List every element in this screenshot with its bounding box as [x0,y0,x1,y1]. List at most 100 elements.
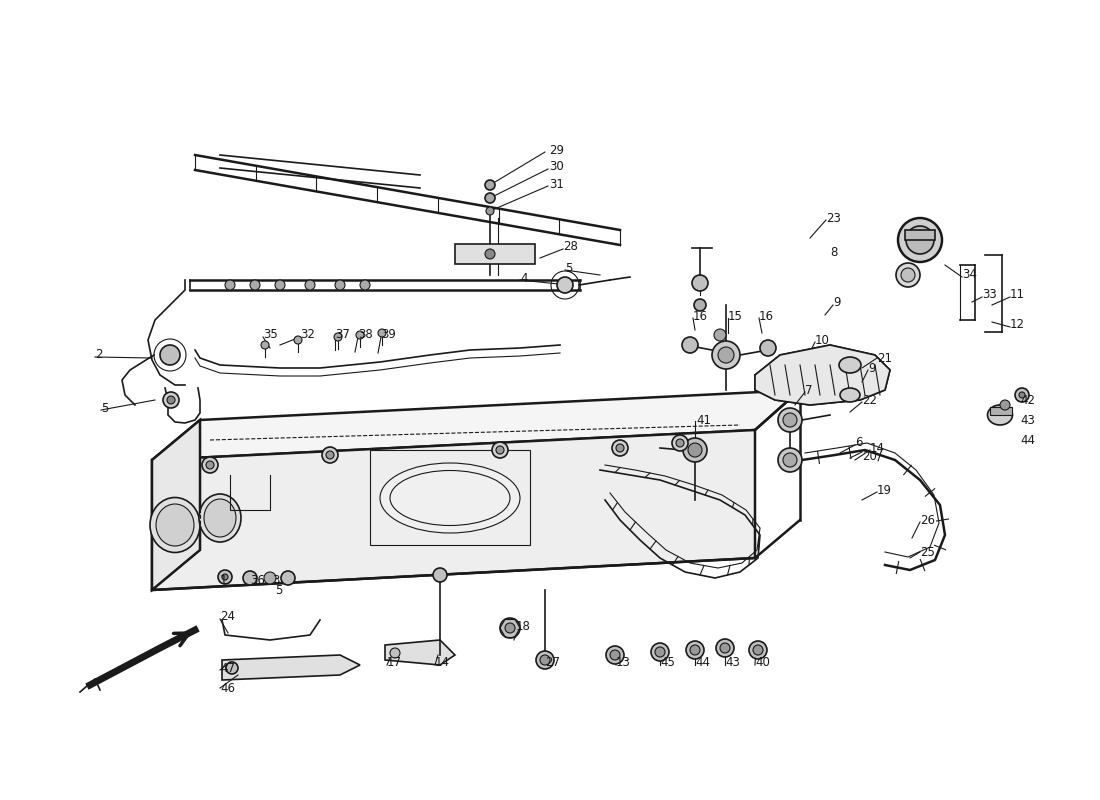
Ellipse shape [150,498,200,553]
Text: 6: 6 [855,437,862,450]
Circle shape [226,280,235,290]
Circle shape [485,249,495,259]
Bar [370,450,530,545]
Circle shape [326,451,334,459]
Circle shape [651,643,669,661]
Polygon shape [755,345,890,405]
Text: 18: 18 [516,621,531,634]
Text: 20: 20 [862,450,877,463]
Text: 1: 1 [220,574,228,586]
Circle shape [692,275,708,291]
Circle shape [672,435,688,451]
Text: 5: 5 [565,262,572,274]
Circle shape [485,180,495,190]
Text: 25: 25 [920,546,935,558]
Text: 5: 5 [275,583,283,597]
Circle shape [778,448,802,472]
Text: 31: 31 [549,178,564,190]
Text: 9: 9 [833,297,840,310]
Text: 3: 3 [272,574,279,586]
Circle shape [610,650,620,660]
Text: 24: 24 [220,610,235,623]
Text: 45: 45 [660,657,675,670]
Circle shape [505,623,515,633]
Text: 30: 30 [549,161,563,174]
Circle shape [536,651,554,669]
Circle shape [720,643,730,653]
Circle shape [336,280,345,290]
Circle shape [760,340,775,356]
Text: 36: 36 [250,574,265,586]
Ellipse shape [840,388,860,402]
Circle shape [898,218,942,262]
Circle shape [1000,400,1010,410]
Text: 26: 26 [920,514,935,526]
Polygon shape [385,640,455,665]
Ellipse shape [199,494,241,542]
Circle shape [676,439,684,447]
Circle shape [654,647,666,657]
Circle shape [500,618,520,638]
Circle shape [322,447,338,463]
Ellipse shape [839,357,861,373]
Text: 15: 15 [728,310,743,322]
Circle shape [264,572,276,584]
Circle shape [612,440,628,456]
Polygon shape [152,420,200,590]
Circle shape [492,442,508,458]
Text: 42: 42 [1020,394,1035,406]
Circle shape [294,336,302,344]
Circle shape [1019,392,1025,398]
Text: 40: 40 [755,657,770,670]
Text: 16: 16 [759,310,774,322]
Circle shape [250,280,260,290]
Circle shape [378,329,386,337]
Circle shape [778,408,802,432]
Circle shape [496,446,504,454]
Circle shape [202,457,218,473]
Circle shape [222,574,228,580]
Bar [990,407,1012,415]
Text: 43: 43 [1020,414,1035,426]
Circle shape [243,571,257,585]
Text: 7: 7 [805,383,813,397]
Text: 13: 13 [616,657,631,670]
Circle shape [557,277,573,293]
Circle shape [606,646,624,664]
Circle shape [160,345,180,365]
Text: 22: 22 [862,394,877,406]
Text: 21: 21 [877,351,892,365]
Polygon shape [152,390,800,460]
Circle shape [694,299,706,311]
Ellipse shape [379,463,520,533]
Circle shape [749,641,767,659]
Circle shape [1015,388,1028,402]
Text: 44: 44 [695,657,710,670]
Circle shape [280,571,295,585]
Text: 47: 47 [220,662,235,674]
Text: 32: 32 [300,329,315,342]
Circle shape [906,226,934,254]
Text: 8: 8 [830,246,837,259]
Text: 12: 12 [1010,318,1025,331]
Text: 11: 11 [1010,289,1025,302]
Circle shape [712,341,740,369]
Circle shape [716,639,734,657]
Text: 39: 39 [381,329,396,342]
Text: 27: 27 [544,657,560,670]
Text: 29: 29 [549,143,564,157]
Ellipse shape [156,504,194,546]
Text: 5: 5 [101,402,109,414]
Text: 35: 35 [263,329,277,342]
Text: 10: 10 [815,334,829,346]
Circle shape [433,568,447,582]
Circle shape [616,444,624,452]
Circle shape [682,337,698,353]
Circle shape [718,347,734,363]
Circle shape [896,263,920,287]
Circle shape [901,268,915,282]
Circle shape [163,392,179,408]
Circle shape [356,331,364,339]
Circle shape [783,453,798,467]
Circle shape [305,280,315,290]
